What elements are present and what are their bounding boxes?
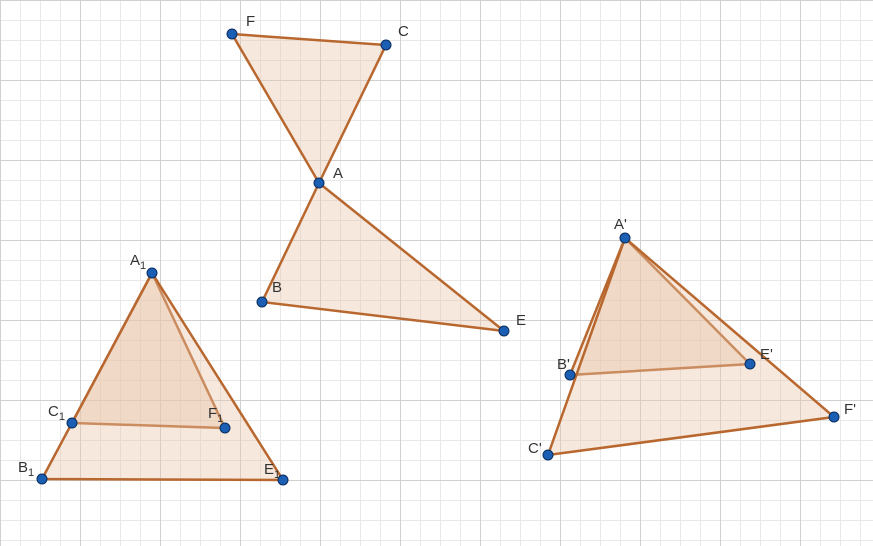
label-Cp: C' <box>528 440 542 457</box>
label-Ep: E' <box>760 346 773 363</box>
point-Cp[interactable] <box>543 450 553 460</box>
triangle-left-A1B1E1 <box>42 273 283 480</box>
label-A1: A1 <box>130 252 146 272</box>
point-B[interactable] <box>257 297 267 307</box>
label-B: B <box>272 279 282 296</box>
point-F[interactable] <box>227 29 237 39</box>
point-Ap[interactable] <box>620 233 630 243</box>
label-C1: C1 <box>48 403 65 423</box>
point-Fp[interactable] <box>829 412 839 422</box>
point-Ep[interactable] <box>745 359 755 369</box>
diagram-svg: FCABEA1C1F1B1E1A'B'E'C'F' <box>0 0 873 546</box>
point-A[interactable] <box>314 178 324 188</box>
label-F: F <box>246 13 255 30</box>
triangle-top-ABE <box>262 183 504 331</box>
label-A: A <box>333 165 343 182</box>
label-E: E <box>516 312 526 329</box>
label-Ap: A' <box>614 216 627 233</box>
label-Fp: F' <box>844 401 856 418</box>
label-B1: B1 <box>18 459 34 479</box>
point-C[interactable] <box>381 40 391 50</box>
point-A1[interactable] <box>147 268 157 278</box>
label-C: C <box>398 23 409 40</box>
point-C1[interactable] <box>67 418 77 428</box>
label-Bp: B' <box>557 356 570 373</box>
triangle-right-ApCpFp <box>548 238 834 455</box>
triangle-top-FCA <box>232 34 386 183</box>
point-E[interactable] <box>499 326 509 336</box>
point-B1[interactable] <box>37 474 47 484</box>
